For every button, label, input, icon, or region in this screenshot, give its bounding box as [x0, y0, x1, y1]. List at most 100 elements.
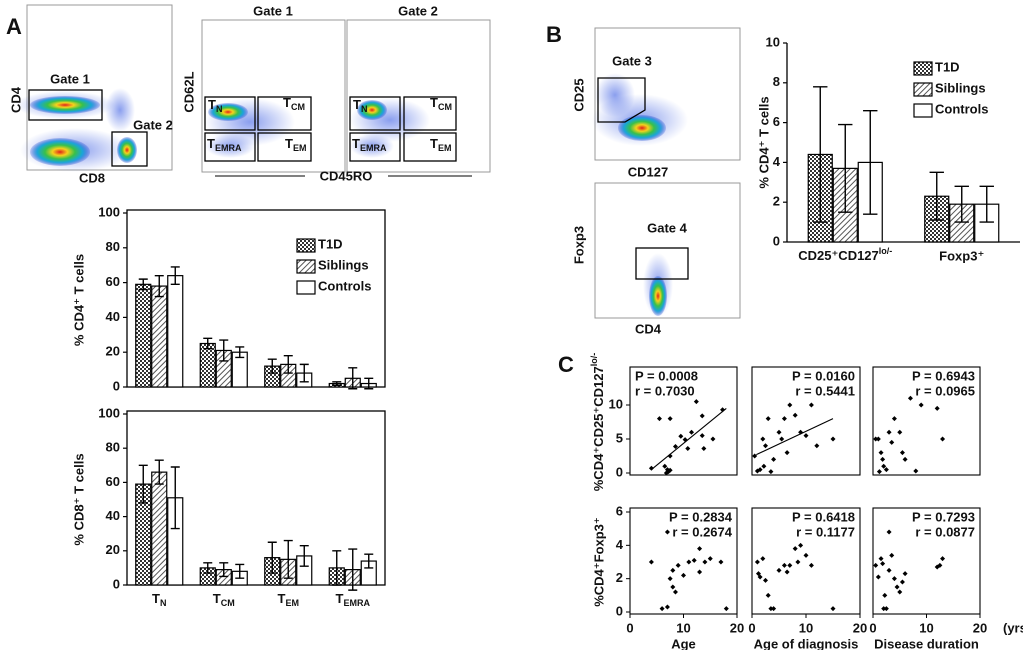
legend-swatch	[296, 259, 316, 274]
point	[902, 456, 908, 462]
gate-label: Gate 1	[50, 71, 90, 86]
gate-label: Gate 4	[647, 220, 688, 235]
y-axis-label-sup: lo/-	[589, 353, 599, 367]
point	[897, 429, 903, 435]
x-tick-label: 10	[919, 620, 933, 635]
point	[672, 589, 678, 595]
gate-label-sub: CM	[291, 102, 305, 112]
gate-label-text: T	[283, 95, 291, 110]
gate-label: TN	[208, 97, 222, 114]
point	[771, 456, 777, 462]
y-tick-label: 10	[766, 34, 780, 49]
y-tick-label: 100	[98, 204, 120, 219]
gate-label-text: T	[352, 136, 360, 151]
point	[902, 571, 908, 577]
error-bar	[348, 367, 358, 390]
x-tick-label: 0	[748, 620, 755, 635]
y-axis-label: % CD4⁺ T cells	[756, 96, 771, 188]
point	[803, 433, 809, 439]
plot-frame	[126, 410, 386, 586]
legend-swatch	[913, 103, 933, 118]
error-bar	[138, 278, 148, 291]
bar	[135, 283, 152, 388]
gate	[403, 132, 457, 162]
density	[30, 138, 90, 166]
annotation: r = 0.1177	[796, 524, 855, 539]
point	[659, 606, 665, 612]
point	[878, 556, 884, 562]
error-bar	[154, 274, 164, 298]
point	[787, 562, 793, 568]
y-axis-label: % CD4⁺ T cells	[71, 254, 86, 346]
y-tick-label: 40	[106, 508, 120, 523]
bar	[151, 471, 168, 586]
x-tick-label-sub: EMRA	[343, 598, 370, 608]
plot-frame	[126, 209, 386, 388]
point	[940, 556, 946, 562]
annotation: r = 0.0877	[915, 524, 975, 539]
point	[710, 436, 716, 442]
point	[697, 569, 703, 575]
panel-label: C	[558, 352, 574, 377]
point	[670, 567, 676, 573]
x-tick-label: TEM	[278, 591, 299, 608]
y-tick-label: 8	[773, 74, 780, 89]
point	[776, 567, 782, 573]
point	[754, 559, 760, 565]
plot-title: Gate 2	[398, 3, 438, 18]
gate-label-sub: CM	[438, 102, 452, 112]
error-bar	[299, 544, 309, 567]
y-tick-label: 20	[106, 344, 120, 359]
point	[899, 450, 905, 456]
x-tick-label: 0	[869, 620, 876, 635]
gate-label: TEMRA	[352, 136, 387, 153]
x-tick-label: 20	[853, 620, 867, 635]
y-tick-label: 4	[773, 154, 781, 169]
x-tick-label-text: T	[152, 591, 160, 606]
point	[648, 559, 654, 565]
y-tick-label: 6	[616, 503, 623, 518]
error-bar	[219, 339, 229, 362]
gate	[635, 247, 689, 280]
gate-label: TEMRA	[207, 136, 242, 153]
error-bar	[838, 123, 853, 213]
bar	[167, 275, 184, 388]
gate-label-text: T	[285, 136, 293, 151]
annotation: P = 0.0160	[792, 368, 855, 383]
x-tick-label-text: T	[278, 591, 286, 606]
point	[691, 557, 697, 563]
point	[689, 429, 695, 435]
y-tick-label: 60	[106, 274, 120, 289]
error-bar	[332, 381, 342, 386]
gate-label-sub: N	[216, 104, 223, 114]
point	[768, 469, 774, 475]
error-bar	[267, 541, 277, 574]
point	[760, 556, 766, 562]
error-bar	[364, 377, 374, 390]
panel-label: B	[546, 22, 562, 47]
error-bar	[364, 553, 374, 569]
error-bar	[170, 266, 180, 286]
point	[768, 606, 774, 612]
y-axis-label-text: %CD4⁺CD25⁺CD127	[591, 366, 606, 491]
point	[752, 453, 758, 459]
point	[755, 571, 761, 577]
point	[886, 429, 892, 435]
point	[830, 436, 836, 442]
axis-label: CD62L	[181, 71, 196, 112]
point	[795, 559, 801, 565]
point	[707, 556, 713, 562]
gate-label-sub: EM	[438, 143, 452, 153]
point	[667, 467, 673, 473]
point	[886, 567, 892, 573]
y-tick-label: 0	[616, 464, 623, 479]
gate-label-text: T	[430, 136, 438, 151]
point	[648, 465, 654, 471]
point	[894, 584, 900, 590]
gate-label-sub: EMRA	[360, 143, 387, 153]
y-tick-label: 10	[609, 396, 623, 411]
point	[792, 412, 798, 418]
density	[30, 96, 100, 114]
error-bar	[154, 459, 164, 485]
